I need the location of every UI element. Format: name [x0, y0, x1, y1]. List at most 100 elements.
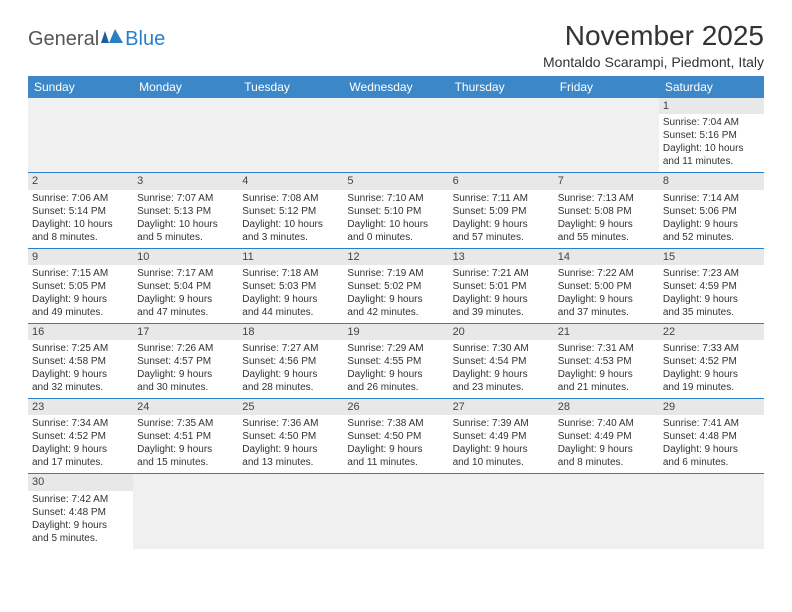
weekday-header: Tuesday	[238, 76, 343, 98]
weekday-header: Wednesday	[343, 76, 448, 98]
sunrise-text: Sunrise: 7:25 AM	[32, 342, 129, 355]
day-number: 5	[343, 173, 448, 189]
calendar-day-cell: 15Sunrise: 7:23 AMSunset: 4:59 PMDayligh…	[659, 248, 764, 323]
flag-icon	[101, 28, 123, 51]
sunrise-text: Sunrise: 7:18 AM	[242, 267, 339, 280]
day2-text: and 5 minutes.	[137, 231, 234, 244]
calendar-day-cell	[238, 474, 343, 549]
day-number: 13	[449, 249, 554, 265]
calendar-day-cell: 18Sunrise: 7:27 AMSunset: 4:56 PMDayligh…	[238, 323, 343, 398]
day1-text: Daylight: 9 hours	[347, 293, 444, 306]
title-block: November 2025 Montaldo Scarampi, Piedmon…	[543, 20, 764, 70]
calendar-week-row: 16Sunrise: 7:25 AMSunset: 4:58 PMDayligh…	[28, 323, 764, 398]
logo-text-blue: Blue	[125, 28, 165, 51]
sunrise-text: Sunrise: 7:35 AM	[137, 417, 234, 430]
day2-text: and 5 minutes.	[32, 532, 129, 545]
day1-text: Daylight: 9 hours	[32, 293, 129, 306]
calendar-day-cell: 27Sunrise: 7:39 AMSunset: 4:49 PMDayligh…	[449, 399, 554, 474]
sunset-text: Sunset: 4:52 PM	[32, 430, 129, 443]
sunset-text: Sunset: 5:09 PM	[453, 205, 550, 218]
sunrise-text: Sunrise: 7:11 AM	[453, 192, 550, 205]
day-number: 28	[554, 399, 659, 415]
header: General Blue November 2025 Montaldo Scar…	[28, 20, 764, 70]
day-number: 4	[238, 173, 343, 189]
sunset-text: Sunset: 4:59 PM	[663, 280, 760, 293]
sunrise-text: Sunrise: 7:27 AM	[242, 342, 339, 355]
sunrise-text: Sunrise: 7:23 AM	[663, 267, 760, 280]
day1-text: Daylight: 9 hours	[137, 293, 234, 306]
calendar-day-cell: 7Sunrise: 7:13 AMSunset: 5:08 PMDaylight…	[554, 173, 659, 248]
sunrise-text: Sunrise: 7:19 AM	[347, 267, 444, 280]
sunset-text: Sunset: 4:48 PM	[32, 506, 129, 519]
weekday-header: Saturday	[659, 76, 764, 98]
sunset-text: Sunset: 4:55 PM	[347, 355, 444, 368]
calendar-day-cell	[28, 98, 133, 173]
day1-text: Daylight: 9 hours	[663, 443, 760, 456]
day-number: 2	[28, 173, 133, 189]
day2-text: and 8 minutes.	[558, 456, 655, 469]
day2-text: and 15 minutes.	[137, 456, 234, 469]
day1-text: Daylight: 9 hours	[242, 443, 339, 456]
sunset-text: Sunset: 4:50 PM	[347, 430, 444, 443]
day2-text: and 47 minutes.	[137, 306, 234, 319]
day1-text: Daylight: 9 hours	[453, 368, 550, 381]
day-number: 11	[238, 249, 343, 265]
day-number: 22	[659, 324, 764, 340]
day-number: 25	[238, 399, 343, 415]
sunrise-text: Sunrise: 7:07 AM	[137, 192, 234, 205]
logo-text-general: General	[28, 28, 99, 51]
calendar-day-cell: 16Sunrise: 7:25 AMSunset: 4:58 PMDayligh…	[28, 323, 133, 398]
calendar-day-cell: 1Sunrise: 7:04 AMSunset: 5:16 PMDaylight…	[659, 98, 764, 173]
day2-text: and 44 minutes.	[242, 306, 339, 319]
sunset-text: Sunset: 4:52 PM	[663, 355, 760, 368]
calendar-day-cell: 12Sunrise: 7:19 AMSunset: 5:02 PMDayligh…	[343, 248, 448, 323]
day1-text: Daylight: 10 hours	[137, 218, 234, 231]
calendar-day-cell: 25Sunrise: 7:36 AMSunset: 4:50 PMDayligh…	[238, 399, 343, 474]
calendar-week-row: 1Sunrise: 7:04 AMSunset: 5:16 PMDaylight…	[28, 98, 764, 173]
day1-text: Daylight: 9 hours	[32, 368, 129, 381]
calendar-day-cell: 29Sunrise: 7:41 AMSunset: 4:48 PMDayligh…	[659, 399, 764, 474]
calendar-day-cell: 13Sunrise: 7:21 AMSunset: 5:01 PMDayligh…	[449, 248, 554, 323]
sunrise-text: Sunrise: 7:30 AM	[453, 342, 550, 355]
calendar-day-cell	[343, 98, 448, 173]
day-number: 29	[659, 399, 764, 415]
day2-text: and 39 minutes.	[453, 306, 550, 319]
calendar-day-cell	[238, 98, 343, 173]
day1-text: Daylight: 9 hours	[558, 443, 655, 456]
sunrise-text: Sunrise: 7:21 AM	[453, 267, 550, 280]
calendar-day-cell	[133, 98, 238, 173]
day1-text: Daylight: 10 hours	[347, 218, 444, 231]
day1-text: Daylight: 9 hours	[453, 443, 550, 456]
calendar-day-cell: 11Sunrise: 7:18 AMSunset: 5:03 PMDayligh…	[238, 248, 343, 323]
sunset-text: Sunset: 5:05 PM	[32, 280, 129, 293]
day1-text: Daylight: 9 hours	[242, 368, 339, 381]
sunrise-text: Sunrise: 7:41 AM	[663, 417, 760, 430]
page-title: November 2025	[543, 20, 764, 52]
calendar-day-cell: 2Sunrise: 7:06 AMSunset: 5:14 PMDaylight…	[28, 173, 133, 248]
calendar-day-cell	[659, 474, 764, 549]
day2-text: and 23 minutes.	[453, 381, 550, 394]
sunrise-text: Sunrise: 7:39 AM	[453, 417, 550, 430]
day-number: 7	[554, 173, 659, 189]
day1-text: Daylight: 9 hours	[558, 293, 655, 306]
sunset-text: Sunset: 5:12 PM	[242, 205, 339, 218]
sunrise-text: Sunrise: 7:22 AM	[558, 267, 655, 280]
day-number: 17	[133, 324, 238, 340]
day1-text: Daylight: 10 hours	[242, 218, 339, 231]
day2-text: and 57 minutes.	[453, 231, 550, 244]
day-number: 26	[343, 399, 448, 415]
day1-text: Daylight: 9 hours	[663, 368, 760, 381]
day1-text: Daylight: 9 hours	[453, 293, 550, 306]
day1-text: Daylight: 9 hours	[242, 293, 339, 306]
sunset-text: Sunset: 5:04 PM	[137, 280, 234, 293]
calendar-day-cell: 4Sunrise: 7:08 AMSunset: 5:12 PMDaylight…	[238, 173, 343, 248]
day-number: 12	[343, 249, 448, 265]
sunrise-text: Sunrise: 7:26 AM	[137, 342, 234, 355]
day1-text: Daylight: 9 hours	[137, 443, 234, 456]
calendar-day-cell: 17Sunrise: 7:26 AMSunset: 4:57 PMDayligh…	[133, 323, 238, 398]
day1-text: Daylight: 9 hours	[32, 443, 129, 456]
day-number: 14	[554, 249, 659, 265]
day1-text: Daylight: 9 hours	[32, 519, 129, 532]
calendar-week-row: 23Sunrise: 7:34 AMSunset: 4:52 PMDayligh…	[28, 399, 764, 474]
day-number: 10	[133, 249, 238, 265]
